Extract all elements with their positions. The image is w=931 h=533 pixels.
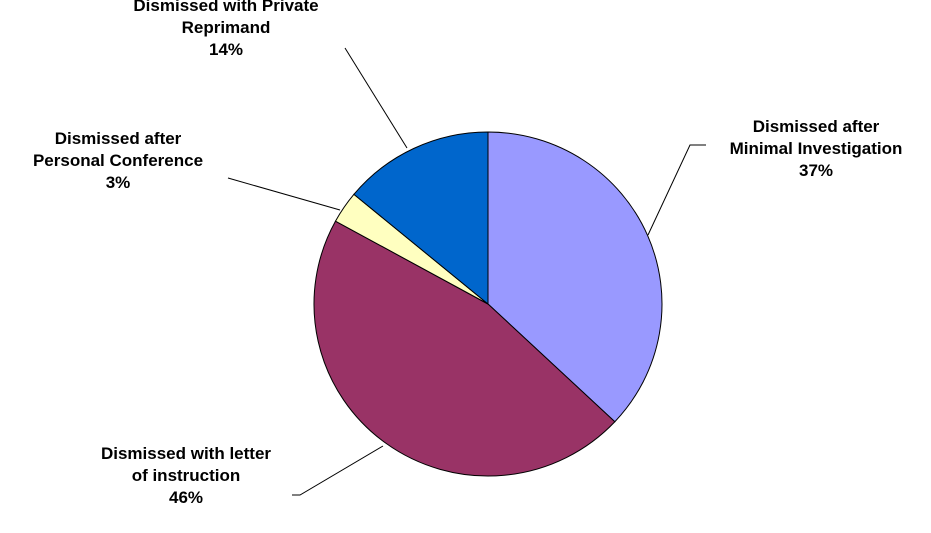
leader-line-dismissed-after-minimal-investigation bbox=[647, 144, 706, 236]
slice-category-label: Personal Conference bbox=[33, 151, 203, 170]
slice-category-label: Reprimand bbox=[182, 18, 271, 37]
slice-category-label: Dismissed after bbox=[753, 117, 880, 136]
leader-line-dismissed-after-personal-conference bbox=[227, 177, 341, 211]
slice-percent-label: 37% bbox=[799, 161, 833, 180]
slice-label-dismissed-after-minimal-investigation: Dismissed after Minimal Investigation 37% bbox=[730, 117, 903, 180]
slice-category-label: Dismissed with letter bbox=[101, 444, 271, 463]
slice-percent-label: 46% bbox=[169, 488, 203, 507]
slice-label-dismissed-with-letter-of-instruction: Dismissed with letter of instruction 46% bbox=[101, 444, 271, 507]
slice-percent-label: 14% bbox=[209, 40, 243, 59]
slice-category-label: Dismissed after bbox=[55, 129, 182, 148]
slice-label-dismissed-with-private-reprimand: Dismissed with Private Reprimand 14% bbox=[133, 0, 318, 59]
pie-slice-dismissed-after-minimal-investigation bbox=[487, 131, 663, 423]
slice-category-label: Minimal Investigation bbox=[730, 139, 903, 158]
leader-line-dismissed-with-private-reprimand bbox=[344, 47, 408, 149]
pie-slice-dismissed-with-private-reprimand bbox=[353, 131, 489, 306]
pie-slice-dismissed-with-letter-of-instruction bbox=[313, 220, 616, 477]
slice-label-dismissed-after-personal-conference: Dismissed after Personal Conference 3% bbox=[33, 129, 203, 192]
slice-category-label: Dismissed with Private bbox=[133, 0, 318, 15]
slice-percent-label: 3% bbox=[106, 173, 131, 192]
leader-line-dismissed-with-letter-of-instruction bbox=[292, 445, 384, 496]
slice-category-label: of instruction bbox=[132, 466, 241, 485]
